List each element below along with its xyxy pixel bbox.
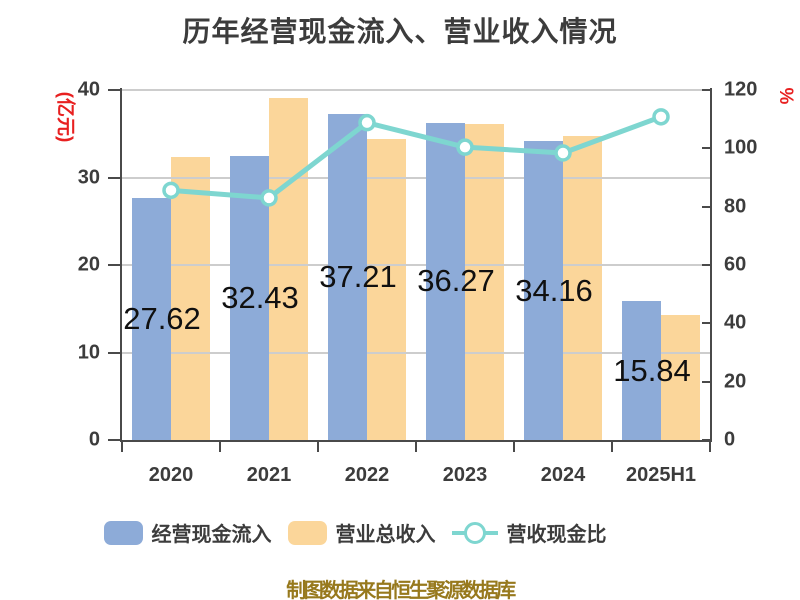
left-axis-tick-label: 10 bbox=[77, 341, 100, 363]
x-axis-tick bbox=[317, 442, 319, 452]
left-axis-line bbox=[120, 88, 122, 442]
left-axis-unit: (亿元) bbox=[54, 91, 76, 143]
x-axis-tick-label: 2020 bbox=[148, 464, 194, 486]
right-axis-tick bbox=[702, 380, 710, 383]
left-axis-tick-label: 40 bbox=[77, 78, 100, 101]
x-axis-tick bbox=[415, 442, 417, 452]
right-axis-tick-label: 80 bbox=[724, 195, 747, 218]
left-axis-tick bbox=[108, 351, 120, 354]
left-axis-tick-label: 20 bbox=[77, 253, 100, 276]
right-axis-tick bbox=[702, 322, 710, 325]
right-axis-tick bbox=[702, 439, 710, 441]
bar-cash-inflow bbox=[622, 301, 661, 440]
right-axis-tick bbox=[702, 264, 710, 266]
right-axis-tick bbox=[702, 147, 710, 150]
right-axis-tick bbox=[702, 89, 710, 91]
left-axis-tick bbox=[108, 264, 120, 266]
x-axis-tick-label: 2023 bbox=[442, 464, 488, 486]
chart-title: 历年经营现金流入、营业收入情况 bbox=[182, 16, 618, 47]
right-axis-tick-label: 40 bbox=[724, 311, 747, 334]
bar-value-label: 27.62 bbox=[123, 301, 201, 337]
legend-item-cash-inflow: 经营现金流入 bbox=[103, 518, 272, 547]
bar-revenue bbox=[269, 97, 308, 440]
grid-line bbox=[122, 89, 710, 91]
bar-value-label: 15.84 bbox=[613, 352, 691, 388]
bar-value-label: 37.21 bbox=[319, 259, 397, 295]
legend-label-cash-inflow: 经营现金流入 bbox=[151, 524, 272, 546]
right-axis-tick-label: 120 bbox=[724, 78, 758, 101]
grid-line bbox=[122, 351, 710, 354]
grid-line bbox=[122, 176, 710, 179]
right-axis-tick-label: 0 bbox=[724, 428, 736, 451]
x-axis-tick-label: 2024 bbox=[540, 464, 586, 486]
right-axis-tick bbox=[702, 205, 710, 208]
legend-item-ratio: 营收现金比 bbox=[451, 518, 607, 547]
x-axis-tick-label: 2022 bbox=[344, 464, 390, 486]
left-axis-tick-label: 30 bbox=[77, 166, 100, 188]
legend-swatch-revenue bbox=[287, 520, 327, 545]
x-axis-tick bbox=[709, 442, 711, 452]
bar-cash-inflow bbox=[132, 198, 171, 440]
legend-line-marker-icon bbox=[451, 521, 498, 545]
x-axis-line bbox=[120, 440, 712, 442]
ratio-marker bbox=[652, 108, 670, 126]
legend-label-revenue: 营业总收入 bbox=[335, 524, 436, 546]
x-axis-tick bbox=[219, 442, 221, 452]
legend: 经营现金流入 营业总收入 营收现金比 bbox=[0, 518, 800, 547]
legend-label-ratio: 营收现金比 bbox=[506, 524, 607, 546]
right-axis-tick-label: 100 bbox=[724, 136, 758, 159]
right-axis-line bbox=[710, 88, 712, 442]
left-axis-tick bbox=[108, 89, 120, 91]
x-axis-tick bbox=[611, 442, 613, 452]
bar-value-label: 32.43 bbox=[221, 280, 299, 316]
left-axis-tick-label: 0 bbox=[88, 428, 100, 451]
bar-revenue bbox=[661, 314, 700, 440]
right-axis-tick-label: 60 bbox=[724, 253, 747, 276]
data-source-note: 制图数据来自恒生聚源数据库 bbox=[286, 580, 516, 600]
bar-value-label: 36.27 bbox=[417, 263, 495, 299]
right-axis-tick-label: 20 bbox=[724, 370, 747, 393]
x-axis-tick bbox=[121, 442, 123, 452]
bar-value-label: 34.16 bbox=[515, 272, 593, 308]
left-axis-tick bbox=[108, 439, 120, 441]
grid-line bbox=[122, 264, 710, 266]
bar-revenue bbox=[171, 157, 210, 440]
legend-swatch-cash-inflow bbox=[103, 520, 143, 545]
x-axis-tick-label: 2021 bbox=[246, 464, 292, 486]
x-axis-tick bbox=[513, 442, 515, 452]
legend-item-revenue: 营业总收入 bbox=[287, 518, 436, 547]
x-axis-tick-label: 2025H1 bbox=[625, 464, 697, 486]
left-axis-tick bbox=[108, 176, 120, 179]
right-axis-unit: % bbox=[775, 87, 796, 105]
